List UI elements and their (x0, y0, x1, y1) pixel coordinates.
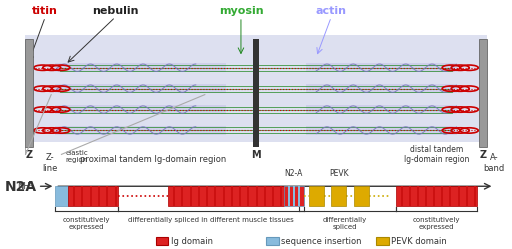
FancyBboxPatch shape (55, 105, 226, 114)
Text: PEVK: PEVK (329, 169, 349, 178)
Bar (223, 186, 225, 206)
FancyBboxPatch shape (306, 63, 457, 72)
Text: constitutively
expressed: constitutively expressed (63, 217, 111, 230)
Text: Z: Z (480, 150, 487, 160)
Text: M: M (251, 150, 261, 160)
Text: elastic
region: elastic region (66, 150, 88, 163)
FancyBboxPatch shape (55, 84, 226, 93)
Bar (173, 186, 175, 206)
Bar (156, 237, 168, 245)
Bar (401, 186, 403, 206)
Bar (474, 186, 476, 206)
Text: Z-
line: Z- line (42, 153, 58, 173)
FancyBboxPatch shape (306, 126, 457, 135)
Bar (434, 186, 435, 206)
FancyBboxPatch shape (55, 63, 226, 72)
Bar (239, 186, 241, 206)
Bar (354, 186, 369, 206)
Text: titin: titin (32, 6, 58, 16)
Text: myosin: myosin (219, 6, 263, 16)
FancyBboxPatch shape (25, 39, 33, 147)
Bar (465, 186, 467, 206)
Bar (181, 186, 183, 206)
Bar (450, 186, 452, 206)
FancyBboxPatch shape (306, 84, 457, 93)
Bar (409, 186, 411, 206)
Bar (106, 186, 109, 206)
Bar (90, 186, 92, 206)
Text: N2A: N2A (5, 180, 37, 194)
Bar (55, 186, 68, 206)
Text: N2-A: N2-A (285, 169, 303, 178)
Bar (73, 186, 75, 206)
Bar (189, 186, 191, 206)
Bar (309, 186, 324, 206)
Bar (425, 186, 428, 206)
Text: Z: Z (25, 150, 32, 160)
Bar (198, 186, 200, 206)
Text: distal tandem
Ig-domain region: distal tandem Ig-domain region (404, 145, 470, 164)
Bar (284, 186, 304, 206)
Bar (272, 186, 274, 206)
Bar (115, 186, 117, 206)
Bar (266, 237, 279, 245)
Bar (215, 186, 217, 206)
Bar (288, 186, 290, 206)
Bar (458, 186, 459, 206)
Bar (417, 186, 419, 206)
FancyBboxPatch shape (479, 39, 487, 147)
Bar (231, 186, 233, 206)
Text: Ig domain: Ig domain (170, 237, 212, 246)
Text: PEVK domain: PEVK domain (392, 237, 447, 246)
Bar (168, 186, 284, 206)
Text: actin: actin (316, 6, 347, 16)
Text: differentially
spliced: differentially spliced (323, 217, 367, 230)
Bar (396, 186, 477, 206)
Bar (441, 186, 443, 206)
Bar (280, 186, 282, 206)
Bar (331, 186, 346, 206)
FancyBboxPatch shape (306, 105, 457, 114)
Bar (293, 186, 295, 206)
Bar (68, 186, 118, 206)
FancyBboxPatch shape (25, 35, 487, 142)
Text: A-
band: A- band (484, 153, 505, 173)
Text: constitutively
expressed: constitutively expressed (413, 217, 460, 230)
Text: NH₂: NH₂ (17, 182, 33, 191)
Bar (264, 186, 266, 206)
Bar (206, 186, 208, 206)
Bar (247, 186, 249, 206)
Bar (297, 186, 300, 206)
Text: sequence insertion: sequence insertion (281, 237, 361, 246)
Text: nebulin: nebulin (92, 6, 139, 16)
Text: differentially spliced in different muscle tissues: differentially spliced in different musc… (128, 217, 294, 223)
Bar (98, 186, 100, 206)
Bar (255, 186, 258, 206)
FancyBboxPatch shape (253, 39, 259, 147)
FancyBboxPatch shape (55, 126, 226, 135)
Text: proximal tandem Ig-domain region: proximal tandem Ig-domain region (80, 155, 226, 164)
Bar (81, 186, 83, 206)
Bar (376, 237, 389, 245)
